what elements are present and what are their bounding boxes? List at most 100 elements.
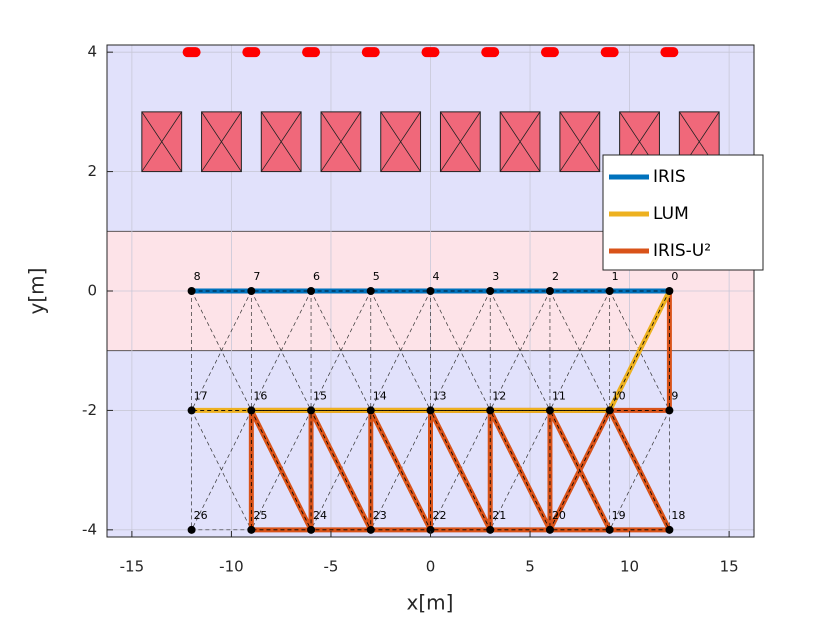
node-label: 1 <box>612 270 619 283</box>
sensor <box>660 47 679 58</box>
box <box>320 111 362 173</box>
sensor <box>540 47 559 58</box>
ground-edge <box>489 290 551 411</box>
node-label: 14 <box>373 389 387 402</box>
node <box>486 287 495 295</box>
node <box>545 406 554 415</box>
node <box>426 525 435 534</box>
node <box>187 525 196 534</box>
node <box>247 287 256 295</box>
box-cross <box>440 111 481 172</box>
node-label: 20 <box>552 509 566 522</box>
sensor <box>361 47 380 58</box>
sensor <box>302 47 321 58</box>
ground-edge <box>430 290 491 411</box>
node-label: 3 <box>492 270 499 283</box>
legend-label: IRIS-U² <box>653 241 711 261</box>
box <box>201 111 242 173</box>
box <box>260 111 302 173</box>
node <box>426 287 435 295</box>
node <box>545 525 554 534</box>
x-tick-label: -15 <box>120 558 145 576</box>
x-tick-label: 10 <box>620 558 639 576</box>
node-label: 24 <box>313 509 327 522</box>
node <box>247 525 256 534</box>
node <box>605 287 614 295</box>
node <box>307 525 316 534</box>
ground-edge <box>191 410 252 530</box>
node-label: 12 <box>492 389 506 402</box>
node <box>665 406 674 415</box>
node <box>486 406 495 415</box>
node-label: 8 <box>194 270 201 283</box>
x-axis-label: x[m] <box>407 591 454 615</box>
node-label: 4 <box>433 270 440 283</box>
box-cross <box>141 111 182 172</box>
node-label: 10 <box>612 389 626 402</box>
ground-edge <box>251 290 312 411</box>
node <box>605 406 614 415</box>
node-label: 26 <box>194 509 208 522</box>
ground-edge <box>370 290 431 411</box>
node <box>247 406 256 415</box>
box-cross <box>260 111 302 172</box>
node-label: 15 <box>313 389 327 402</box>
node-label: 2 <box>552 270 559 283</box>
node <box>486 525 495 534</box>
node <box>366 287 375 295</box>
node-label: 5 <box>373 270 380 283</box>
box <box>559 111 601 173</box>
node-label: 23 <box>373 509 387 522</box>
x-tick-label: -10 <box>219 558 244 576</box>
node <box>187 406 196 415</box>
node-label: 22 <box>433 509 447 522</box>
legend-label: LUM <box>653 204 689 224</box>
node-label: 19 <box>612 509 626 522</box>
sensor <box>421 47 440 58</box>
box <box>141 111 183 173</box>
node-label: 13 <box>433 389 447 402</box>
box <box>439 111 481 173</box>
node-label: 16 <box>253 389 267 402</box>
box-cross <box>559 111 601 172</box>
y-tick-label: -2 <box>82 401 97 419</box>
x-tick-label: 5 <box>525 558 535 576</box>
node <box>665 525 674 534</box>
sensor <box>600 47 619 58</box>
y-axis-label: y[m] <box>25 268 49 315</box>
node-label: 11 <box>552 389 566 402</box>
node-label: 17 <box>194 389 208 402</box>
x-tick-label: 15 <box>720 558 739 576</box>
box-cross <box>320 111 362 172</box>
node <box>307 406 316 415</box>
ground-edge <box>549 290 610 411</box>
sensor <box>481 47 500 58</box>
node-label: 9 <box>671 389 678 402</box>
node-label: 0 <box>671 270 678 283</box>
node <box>605 525 614 534</box>
node <box>366 525 375 534</box>
box-cross <box>380 111 421 172</box>
legend-label: IRIS <box>653 167 686 187</box>
node <box>187 287 196 295</box>
y-tick-label: 2 <box>87 162 97 180</box>
ground-edge <box>310 290 372 411</box>
node-label: 6 <box>313 270 320 283</box>
box-cross <box>201 111 242 172</box>
sensor <box>182 47 201 58</box>
y-tick-label: 0 <box>87 282 97 300</box>
box <box>499 111 541 173</box>
box-cross <box>499 111 541 172</box>
sensor <box>242 47 261 58</box>
y-tick-label: 4 <box>87 43 97 61</box>
node <box>665 287 674 295</box>
box <box>380 111 422 173</box>
node-label: 25 <box>253 509 267 522</box>
ground-edge <box>191 290 252 411</box>
node <box>366 406 375 415</box>
node <box>307 287 316 295</box>
x-tick-label: 0 <box>426 558 436 576</box>
node <box>426 406 435 415</box>
node-label: 21 <box>492 509 506 522</box>
